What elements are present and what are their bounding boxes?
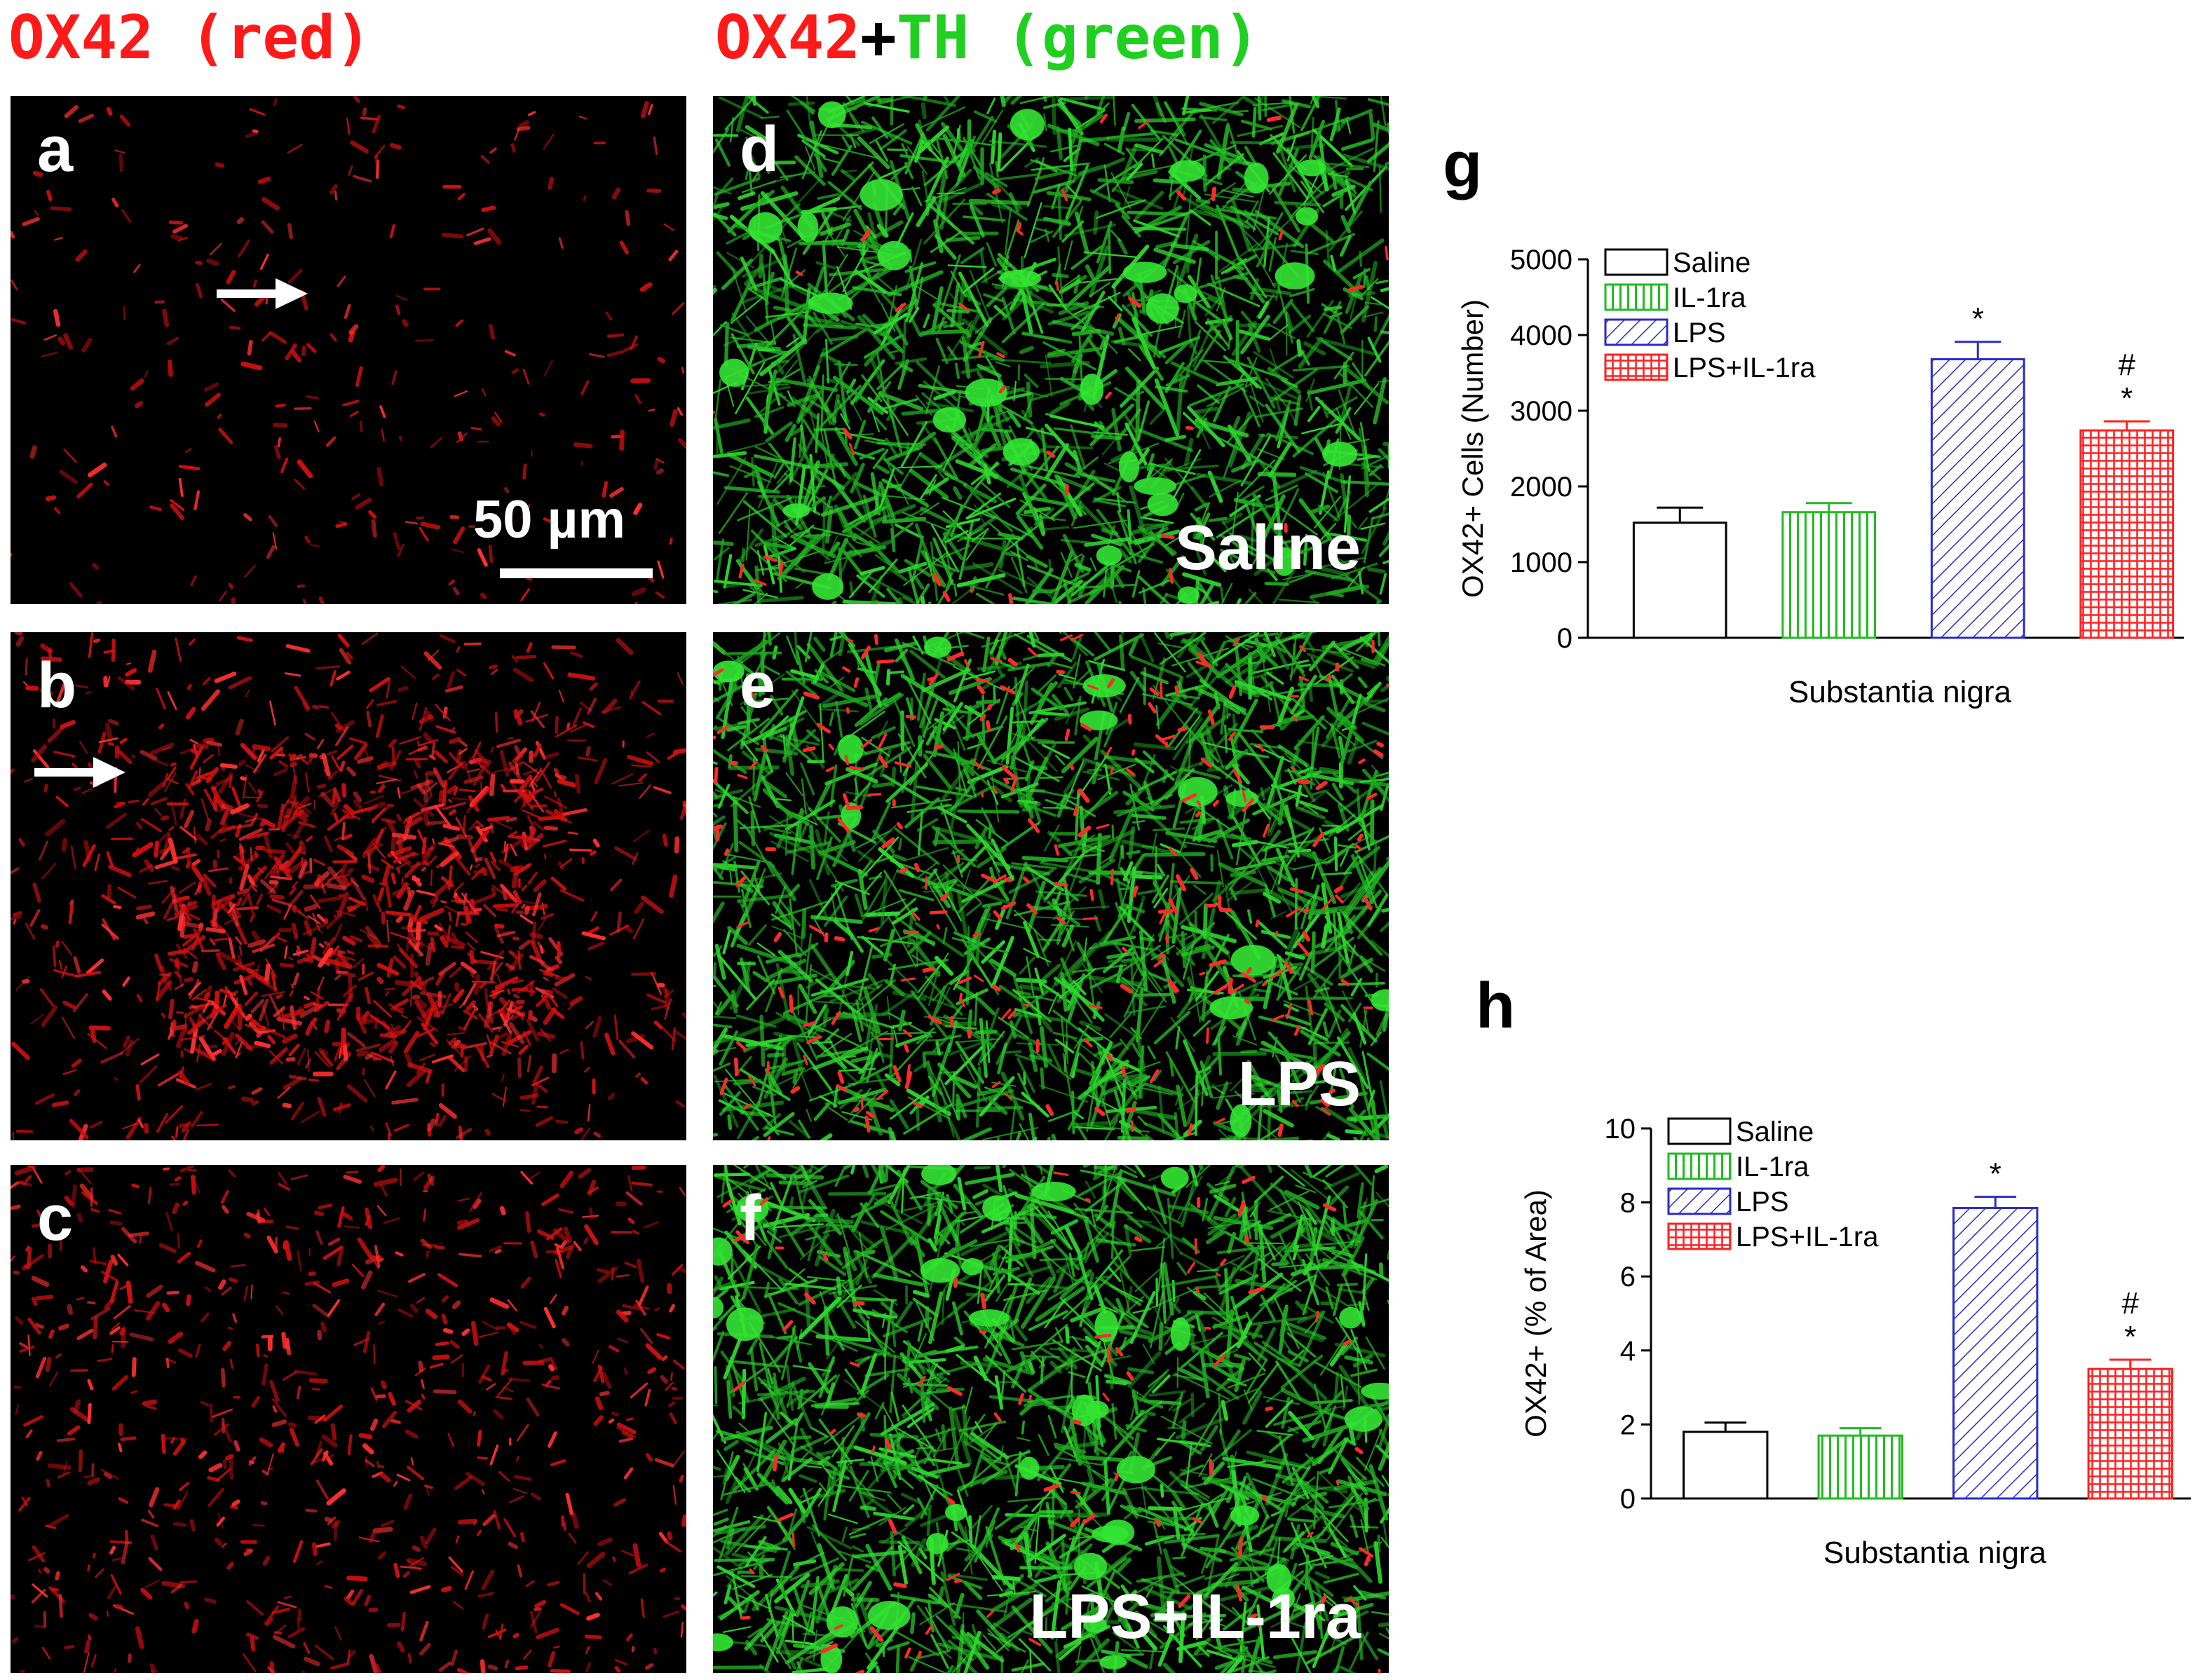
merged-header-plus: + [860, 3, 897, 73]
merged-header-th: TH (green) [896, 3, 1260, 73]
legend-label: Saline [1673, 247, 1751, 278]
ox42-staining-image [11, 632, 686, 1140]
y-tick-label: 2000 [1510, 472, 1572, 503]
merged-channel-header: OX42+TH (green) [715, 3, 1260, 73]
bar-lps-il-1ra [2079, 429, 2175, 639]
chart-panel-label-h: h [1476, 970, 1516, 1042]
y-tick-label: 10 [1605, 1114, 1636, 1145]
merged-staining-image [713, 96, 1389, 604]
legend-swatch [1604, 318, 1669, 346]
significance-star: * [2124, 1320, 2136, 1354]
group-label: LPS+IL-1ra [1029, 1582, 1361, 1652]
y-tick-label: 6 [1620, 1262, 1636, 1292]
legend-swatch [1667, 1222, 1732, 1250]
arrow-icon [217, 278, 308, 309]
arrow-icon [34, 757, 125, 788]
y-tick-label: 0 [1620, 1484, 1636, 1515]
panel-label: b [37, 650, 77, 721]
legend-swatch [1667, 1187, 1732, 1215]
legend-label: LPS [1673, 317, 1726, 348]
chart-panel-label-g: g [1443, 129, 1483, 200]
bar-saline [1632, 521, 1727, 639]
merged-header-ox42: OX42 [715, 3, 861, 73]
legend-swatch [1604, 283, 1669, 311]
significance-star: * [1972, 302, 1984, 336]
bar-lps [1952, 1207, 2039, 1500]
micrograph-panel-a: a 50 µm [11, 96, 686, 604]
bar-lps-il-1ra [2087, 1367, 2173, 1500]
legend-label: LPS+IL-1ra [1736, 1222, 1879, 1252]
legend-swatch [1604, 353, 1669, 381]
scale-bar [500, 568, 653, 578]
panel-label: c [37, 1182, 74, 1254]
legend-label: LPS+IL-1ra [1673, 353, 1816, 383]
bar-lps [1930, 358, 2025, 639]
micrograph-panel-c: c [11, 1165, 686, 1673]
panel-label: d [740, 114, 780, 185]
y-tick-label: 1000 [1510, 547, 1572, 578]
scale-bar-label: 50 µm [473, 490, 626, 549]
group-label: LPS [1237, 1049, 1361, 1119]
y-tick-label: 8 [1620, 1188, 1636, 1219]
x-axis-label: Substantia nigra [1788, 675, 2012, 709]
legend-swatch [1604, 248, 1669, 276]
micrograph-panel-e: e LPS [713, 632, 1389, 1140]
y-tick-label: 0 [1557, 623, 1572, 654]
bar-il-1ra [1817, 1434, 1903, 1500]
y-tick-label: 2 [1620, 1409, 1636, 1440]
y-tick-label: 3000 [1510, 396, 1572, 427]
micrograph-panel-d: d Saline [713, 96, 1389, 604]
bar-saline [1683, 1430, 1769, 1500]
ox42-staining-image [11, 1165, 686, 1673]
bar-chart-g: 0 1000 2000 3000 4000 5000 OX42+ Cells (Number… [1456, 245, 2184, 709]
red-channel-header: OX42 (red) [8, 3, 372, 73]
significance-star: * [2121, 381, 2133, 416]
legend-swatch [1667, 1152, 1732, 1180]
bar-chart-h: 0 2 4 6 8 10 OX42+ (% of Area) Substantia nigra… [1519, 1114, 2191, 1570]
merged-staining-image [713, 632, 1389, 1140]
panel-label: f [740, 1182, 761, 1254]
panel-label: e [740, 650, 776, 721]
bar-il-1ra [1781, 511, 1877, 639]
y-axis-label: OX42+ Cells (Number) [1456, 299, 1489, 598]
y-tick-label: 4000 [1510, 320, 1572, 351]
ox42-staining-image [11, 96, 686, 604]
micrograph-panel-f: f LPS+IL-1ra [713, 1165, 1389, 1673]
micrograph-panel-b: b [11, 632, 686, 1140]
legend-label: IL-1ra [1673, 282, 1746, 313]
legend-label: Saline [1736, 1116, 1814, 1147]
y-tick-label: 4 [1620, 1336, 1636, 1367]
legend-swatch [1667, 1117, 1732, 1145]
significance-hash: # [2119, 348, 2136, 382]
legend-label: IL-1ra [1736, 1152, 1809, 1182]
merged-staining-image [713, 1165, 1389, 1673]
y-tick-label: 5000 [1510, 245, 1572, 275]
significance-hash: # [2122, 1286, 2140, 1320]
group-label: Saline [1174, 513, 1361, 583]
y-axis-label: OX42+ (% of Area) [1519, 1189, 1552, 1437]
significance-star: * [1990, 1157, 2002, 1191]
legend-label: LPS [1736, 1187, 1789, 1217]
x-axis-label: Substantia nigra [1823, 1536, 2047, 1570]
panel-label: a [37, 114, 74, 185]
